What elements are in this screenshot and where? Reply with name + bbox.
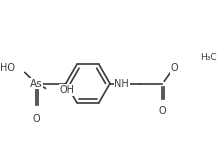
Text: As: As bbox=[30, 78, 42, 88]
Text: H₃C: H₃C bbox=[200, 53, 216, 62]
Text: NH: NH bbox=[114, 78, 129, 88]
Text: OH: OH bbox=[60, 85, 75, 95]
Text: HO: HO bbox=[0, 63, 15, 73]
Text: O: O bbox=[159, 106, 167, 116]
Text: O: O bbox=[171, 63, 178, 73]
Text: O: O bbox=[32, 114, 40, 124]
